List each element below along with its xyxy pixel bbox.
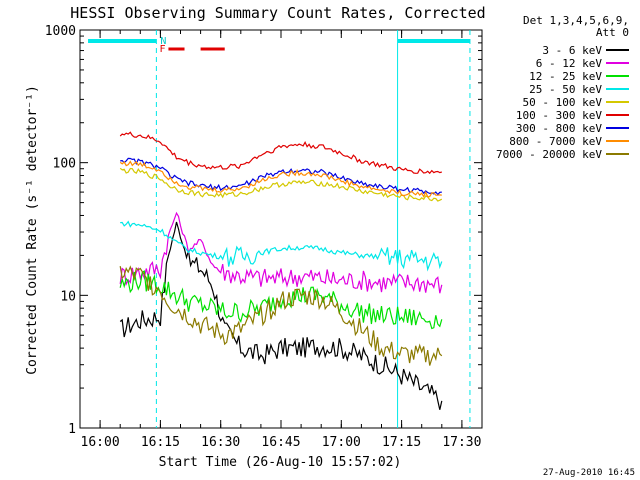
legend-header-2: Att 0 — [596, 26, 629, 39]
axis-ticks — [79, 29, 483, 429]
series-line-1 — [119, 211, 443, 294]
plot-area — [79, 29, 483, 429]
legend-header-1: Det 1,3,4,5,6,9, — [523, 14, 629, 27]
y-tick-labels: 1 10 100 1000 — [45, 24, 76, 437]
x-tick-label: 17:30 — [442, 435, 481, 450]
legend-item-label: 7000 - 20000 keV — [496, 148, 602, 161]
legend-item-label: 50 - 100 keV — [523, 96, 603, 109]
y-tick-label: 1000 — [45, 24, 76, 39]
x-tick-label: 16:15 — [141, 435, 180, 450]
series-line-8 — [119, 265, 443, 366]
series-line-6 — [120, 157, 442, 196]
legend-item-label: 3 - 6 keV — [542, 44, 602, 57]
x-axis-label: Start Time (26-Aug-10 15:57:02) — [159, 455, 402, 470]
night-flag-label: N — [160, 36, 166, 47]
x-tick-labels: 16:00 16:15 16:30 16:45 17:00 17:15 17:30 — [81, 435, 482, 450]
x-tick-label: 16:00 — [81, 435, 120, 450]
legend-item-label: 800 - 7000 keV — [509, 135, 602, 148]
x-tick-label: 17:00 — [322, 435, 361, 450]
x-tick-label: 16:45 — [261, 435, 300, 450]
y-tick-label: 10 — [60, 289, 76, 304]
legend-item-label: 100 - 300 keV — [516, 109, 602, 122]
annotations: NF — [88, 30, 471, 428]
series-line-4 — [119, 167, 443, 202]
series-line-3 — [120, 220, 443, 272]
series-line-5 — [119, 131, 442, 175]
legend-item-label: 12 - 25 keV — [529, 70, 602, 83]
y-axis-label: Corrected Count Rate (s⁻¹ detector⁻¹) — [25, 85, 40, 375]
chart-title: HESSI Observing Summary Count Rates, Cor… — [70, 4, 485, 22]
series-line-2 — [119, 270, 443, 330]
flare-flag-label: F — [159, 44, 165, 55]
x-tick-label: 16:30 — [201, 435, 240, 450]
x-tick-label: 17:15 — [382, 435, 421, 450]
footer-timestamp: 27-Aug-2010 16:45 — [543, 468, 635, 478]
series-line-0 — [119, 221, 443, 410]
series-line-7 — [119, 160, 442, 198]
y-tick-label: 100 — [53, 157, 76, 172]
plot-frame — [79, 29, 483, 429]
legend-item-label: 6 - 12 keV — [536, 57, 603, 70]
legend-item-label: 300 - 800 keV — [516, 122, 602, 135]
series-lines — [119, 131, 443, 410]
legend-item-label: 25 - 50 keV — [529, 83, 602, 96]
y-tick-label: 1 — [68, 422, 76, 437]
